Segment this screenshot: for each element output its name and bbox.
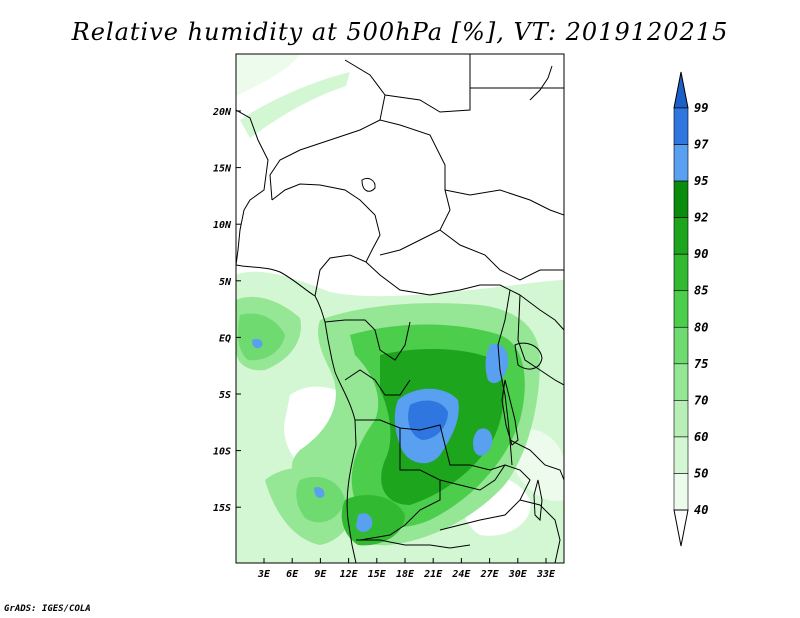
- lon-axis: 3E 6E 9E 12E 15E 18E 21E 24E 27E 30E 33E: [257, 558, 556, 580]
- lake-victoria: [514, 342, 543, 370]
- border-drc-angola: [355, 419, 506, 471]
- border-niger-chad: [269, 59, 386, 201]
- lake-tanganyika: [501, 379, 519, 446]
- border-chad-east: [379, 119, 451, 256]
- saturated-patch-south: [356, 513, 373, 532]
- colorbar-label: 80: [694, 320, 708, 334]
- lat-tick-label: 10N: [213, 220, 232, 231]
- border-libya-sudan: [384, 54, 471, 113]
- border-angola-zambia: [359, 428, 441, 541]
- lon-tick-label: 24E: [451, 569, 471, 580]
- border-east-africa: [517, 294, 564, 386]
- border-mozambique: [519, 499, 561, 563]
- lon-tick-label: 21E: [423, 569, 443, 580]
- lat-tick-label: 10S: [213, 447, 231, 458]
- colorbar-label: 92: [694, 211, 708, 225]
- colorbar-top-arrow: [673, 71, 689, 109]
- colorbar-segment: [673, 180, 689, 218]
- coastline-red-sea: [529, 65, 553, 101]
- colorbar-label: 90: [694, 247, 708, 261]
- colorbar-segment: [673, 144, 689, 182]
- colorbar-label: 75: [694, 357, 708, 371]
- colorbar-label: 97: [694, 138, 709, 152]
- coastline-west: [236, 109, 357, 563]
- colorbar-label: 60: [694, 430, 708, 444]
- border-sudan-south: [444, 189, 564, 216]
- lon-tick-label: 33E: [536, 569, 556, 580]
- border-tanzania: [509, 439, 564, 481]
- lon-tick-label: 15E: [368, 569, 387, 580]
- lat-tick-label: 5S: [219, 390, 231, 401]
- humidity-zone-southwest-mid: [296, 476, 345, 523]
- humidity-zone-south-inner: [341, 495, 405, 546]
- colorbar-label: 85: [694, 284, 708, 298]
- lon-tick-label: 27E: [480, 569, 500, 580]
- colorbar-label: 99: [694, 101, 708, 115]
- lat-tick-label: 15S: [213, 503, 231, 514]
- humidity-field: [236, 54, 564, 563]
- map-frame: [235, 53, 565, 564]
- border-nigeria: [271, 183, 381, 297]
- colorbar-segment: [673, 107, 689, 145]
- colorbar-label: 50: [694, 466, 708, 480]
- lat-tick-label: 5N: [219, 277, 232, 288]
- colorbar-segment: [673, 290, 689, 328]
- lon-tick-label: 30E: [508, 569, 528, 580]
- lon-tick-label: 9E: [314, 569, 327, 580]
- colorbar-bottom-arrow: [673, 509, 689, 547]
- colorbar-label: 95: [694, 174, 708, 188]
- lat-tick-label: 20N: [212, 107, 232, 118]
- border-zambia: [439, 464, 531, 531]
- border-south-sudan: [439, 229, 564, 281]
- colorbar-segment: [673, 436, 689, 474]
- colorbar-label: 70: [694, 393, 708, 407]
- lon-tick-label: 6E: [286, 569, 299, 580]
- saturated-patch-gulf: [252, 338, 263, 349]
- humidity-zone-sahel-band: [240, 72, 350, 138]
- humidity-zone-gulf-mid: [238, 313, 285, 361]
- lon-tick-label: 18E: [396, 569, 415, 580]
- lon-tick-label: 12E: [340, 569, 359, 580]
- lat-tick-label: EQ: [219, 333, 231, 344]
- credit-text: GrADS: IGES/COLA: [4, 604, 91, 614]
- colorbar-segment: [673, 253, 689, 292]
- map-title: Relative humidity at 500hPa [%], VT: 201…: [71, 18, 729, 46]
- border-car: [365, 261, 521, 296]
- colorbar-label: 40: [694, 503, 708, 517]
- colorbar-segment: [673, 363, 689, 401]
- colorbar: 99 97 95 92 90 85 80 75 70 60 50 40: [673, 71, 709, 547]
- border-congo: [344, 369, 411, 396]
- lon-tick-label: 3E: [257, 569, 271, 580]
- country-borders: [236, 54, 564, 563]
- colorbar-segment: [673, 217, 689, 255]
- saturated-patch-east-lower: [473, 428, 493, 456]
- lat-tick-label: 15N: [213, 164, 232, 175]
- saturated-patch-southwest: [314, 487, 325, 498]
- saturated-patch-east: [485, 343, 509, 384]
- border-cameroon-gabon: [324, 319, 411, 361]
- colorbar-segment: [673, 400, 689, 438]
- colorbar-segment: [673, 473, 689, 511]
- border-namibia: [356, 539, 471, 549]
- lake-chad: [361, 177, 376, 192]
- dry-pocket-east: [515, 429, 564, 501]
- humidity-zone-north-patch: [236, 54, 300, 96]
- lake-malawi: [533, 479, 543, 522]
- colorbar-segment: [673, 326, 689, 365]
- lat-axis: 20N 15N 10N 5N EQ 5S 10S 15S: [212, 107, 241, 514]
